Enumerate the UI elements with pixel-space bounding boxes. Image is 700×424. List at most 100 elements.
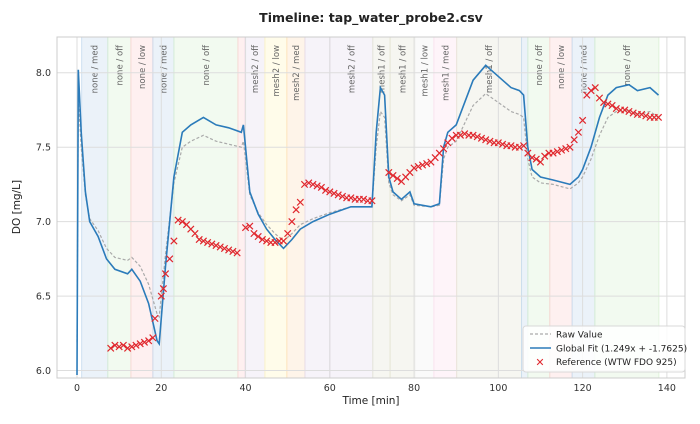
reference-point [338,192,347,200]
condition-band [107,36,132,379]
legend: Raw Value Global Fit (1.249x + -1.7625) … [522,325,687,373]
x-tick-label: 100 [489,383,507,394]
y-tick-label: 7.5 [36,143,51,154]
reference-point [212,241,220,250]
band-label: mesh2 / low [272,45,282,97]
reference-point [629,109,637,117]
y-axis-label: DO [mg/L] [11,180,23,234]
reference-point [157,292,165,300]
reference-point [578,116,587,125]
reference-point [233,249,241,257]
reference-point [469,131,477,139]
reference-point [225,246,233,254]
reference-point [482,136,490,144]
band-label: none / off [202,44,212,86]
band-label: none / low [138,45,148,89]
reference-point [486,137,494,145]
reference-point [536,158,545,166]
reference-point [389,171,397,180]
reference-point [300,180,309,189]
reference-point [566,143,574,151]
reference-point [254,232,262,241]
x-tick-label: 40 [240,383,252,394]
reference-point [439,145,448,153]
reference-point [330,189,338,197]
reference-point [621,106,629,114]
band-label: none / low [557,45,567,89]
band-label: mesh1 / low [420,45,430,97]
reference-point [220,244,229,253]
reference-point [368,197,376,205]
legend-fit-label: Global Fit (1.249x + -1.7625) [556,345,687,355]
reference-point [199,237,208,245]
series-layer [76,64,663,376]
reference-point [587,86,595,95]
legend-reference-label: Reference (WTW FDO 925) [556,358,677,368]
global-fit-line [76,64,660,376]
chart-title: Timeline: tap_water_probe2.csv [259,10,483,26]
x-tick-label: 20 [155,383,167,394]
reference-point [654,113,663,122]
reference-point [515,143,524,151]
reference-point [570,136,578,144]
y-tick-label: 8.0 [36,68,51,79]
reference-point [574,128,583,136]
reference-point [532,155,540,163]
reference-point [553,148,561,156]
x-tick-label: 60 [324,383,336,394]
reference-point [557,146,566,154]
condition-band [81,36,109,379]
reference-point [359,195,368,203]
reference-point [132,341,140,349]
reference-point [528,153,536,162]
reference-point [229,247,237,256]
reference-point [317,183,326,192]
reference-point [271,238,279,247]
reference-point [477,134,486,142]
reference-point [241,223,250,232]
reference-point [494,139,502,147]
reference-point [410,164,418,172]
condition-band [237,36,246,379]
reference-point [456,131,465,139]
reference-point [288,218,296,226]
reference-point [145,337,153,345]
reference-point [191,229,199,238]
reference-point [128,343,136,351]
reference-point [507,142,515,150]
band-label: none / off [535,44,545,86]
reference-point [174,216,182,224]
reference-point [292,206,300,214]
reference-point [119,341,127,349]
reference-point [250,229,258,238]
reference-point [612,104,620,113]
x-axis-label: Time [min] [341,395,399,407]
reference-point [140,338,149,346]
reference-point [423,159,431,168]
reference-point [284,229,292,238]
reference-point [608,101,616,110]
plot-frame [56,36,686,379]
band-label: none / off [623,44,633,86]
reference-point [347,194,355,202]
reference-point [246,222,254,230]
reference-point [258,235,267,244]
reference-point [208,240,216,248]
reference-point [149,334,157,342]
reference-point [600,98,608,107]
y-tick-label: 7.0 [36,217,51,228]
x-tick-label: 120 [574,383,592,394]
reference-point [448,134,456,142]
reference-point [296,198,304,206]
reference-point [123,344,132,352]
reference-point [216,243,224,251]
reference-point [115,343,123,351]
reference-point [498,140,507,148]
reference-point [461,130,469,138]
reference-point [279,237,288,245]
reference-point [625,107,633,116]
reference-point [305,179,313,187]
reference-point [520,142,528,150]
